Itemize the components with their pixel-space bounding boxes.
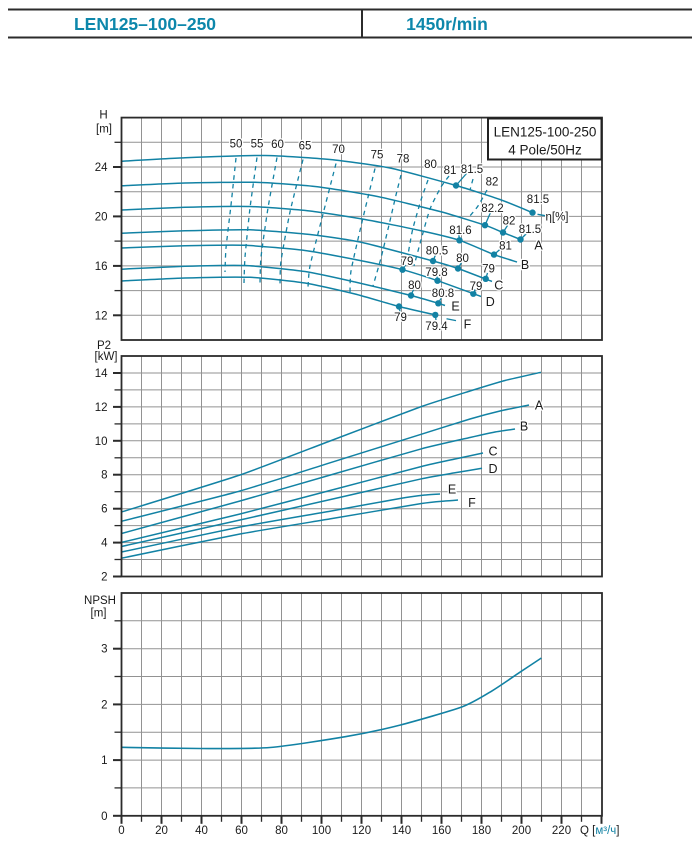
svg-text:79: 79 (394, 312, 407, 324)
svg-text:79: 79 (482, 264, 495, 276)
svg-text:180: 180 (472, 825, 491, 837)
svg-text:12: 12 (95, 402, 108, 414)
svg-text:80: 80 (408, 280, 421, 292)
svg-text:C: C (488, 445, 497, 459)
svg-text:E: E (451, 299, 459, 313)
svg-text:55: 55 (251, 139, 264, 151)
svg-text:A: A (534, 238, 543, 252)
svg-text:16: 16 (95, 261, 108, 273)
svg-text:79: 79 (470, 281, 483, 293)
svg-text:220: 220 (552, 825, 571, 837)
svg-text:60: 60 (235, 825, 248, 837)
svg-text:78: 78 (397, 154, 410, 166)
svg-text:[m]: [m] (91, 608, 107, 620)
svg-text:80.8: 80.8 (432, 288, 454, 300)
svg-text:12: 12 (95, 310, 108, 322)
svg-text:80: 80 (275, 825, 288, 837)
svg-text:0: 0 (118, 825, 124, 837)
svg-text:160: 160 (432, 825, 451, 837)
svg-text:80: 80 (424, 159, 437, 171)
svg-text:1450r/min: 1450r/min (406, 14, 488, 34)
svg-text:B: B (521, 258, 529, 272)
svg-text:10: 10 (95, 436, 108, 448)
svg-text:40: 40 (195, 825, 208, 837)
svg-text:C: C (494, 278, 503, 292)
svg-text:81.5: 81.5 (461, 164, 483, 176)
svg-text:Q [м³/ч]: Q [м³/ч] (580, 825, 619, 837)
svg-text:70: 70 (332, 144, 345, 156)
svg-text:0: 0 (101, 811, 107, 823)
svg-text:2: 2 (101, 572, 107, 584)
svg-text:3: 3 (101, 644, 107, 656)
svg-text:F: F (464, 317, 472, 331)
svg-text:65: 65 (299, 141, 312, 153)
svg-text:[m]: [m] (96, 124, 112, 136)
svg-text:75: 75 (371, 149, 384, 161)
svg-text:H: H (99, 110, 107, 122)
svg-text:1: 1 (101, 755, 107, 767)
svg-text:P2: P2 (97, 340, 111, 352)
svg-text:100: 100 (312, 825, 331, 837)
svg-text:82.2: 82.2 (481, 203, 503, 215)
svg-text:E: E (448, 482, 456, 496)
svg-text:50: 50 (230, 139, 243, 151)
svg-text:NPSH: NPSH (84, 595, 116, 607)
svg-text:60: 60 (271, 139, 284, 151)
svg-text:80.5: 80.5 (426, 245, 448, 257)
svg-text:79.4: 79.4 (425, 321, 448, 333)
svg-text:81: 81 (444, 165, 457, 177)
svg-text:80: 80 (456, 253, 469, 265)
svg-text:B: B (520, 420, 528, 434)
svg-text:82: 82 (503, 216, 516, 228)
svg-text:A: A (535, 398, 544, 412)
svg-text:LEN125–100–250: LEN125–100–250 (74, 14, 216, 34)
svg-text:8: 8 (101, 470, 107, 482)
svg-text:79.8: 79.8 (425, 267, 447, 279)
svg-text:η[%]: η[%] (545, 212, 568, 224)
svg-text:4 Pole/50Hz: 4 Pole/50Hz (508, 143, 582, 158)
svg-text:LEN125-100-250: LEN125-100-250 (494, 125, 597, 140)
svg-text:20: 20 (155, 825, 168, 837)
svg-text:D: D (488, 462, 497, 476)
svg-text:24: 24 (95, 162, 108, 174)
svg-text:F: F (468, 496, 476, 510)
svg-text:81.5: 81.5 (527, 194, 549, 206)
svg-text:2: 2 (101, 699, 107, 711)
svg-text:82: 82 (486, 177, 499, 189)
svg-text:4: 4 (101, 538, 108, 550)
svg-text:81.5: 81.5 (519, 224, 541, 236)
svg-text:81.6: 81.6 (449, 225, 471, 237)
svg-text:D: D (486, 295, 495, 309)
svg-text:20: 20 (95, 211, 108, 223)
svg-text:140: 140 (392, 825, 411, 837)
svg-text:120: 120 (352, 825, 371, 837)
svg-text:6: 6 (101, 504, 107, 516)
svg-text:14: 14 (95, 368, 108, 380)
svg-text:200: 200 (512, 825, 531, 837)
svg-text:79: 79 (401, 256, 414, 268)
svg-text:[kW]: [kW] (95, 351, 118, 363)
svg-text:81: 81 (499, 240, 512, 252)
